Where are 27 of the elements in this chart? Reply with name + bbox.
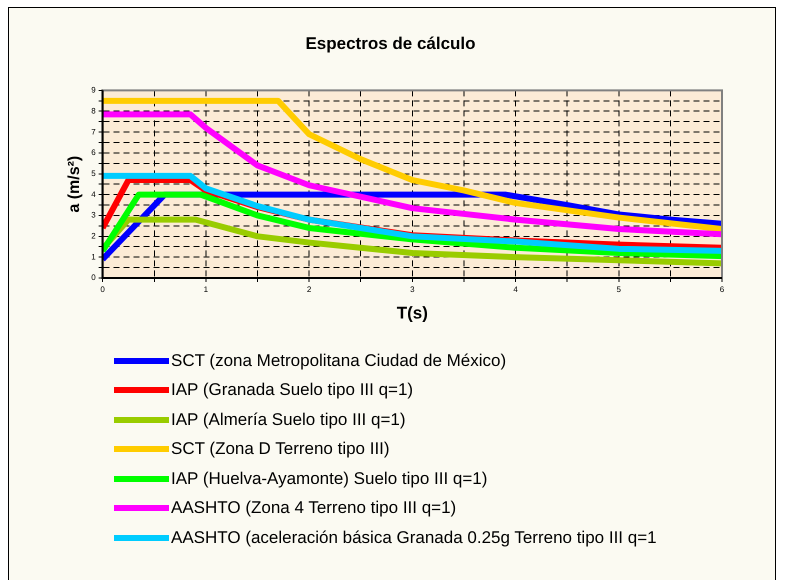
y-tick-label: 9 bbox=[91, 86, 96, 95]
y-axis-title: a (m/s²) bbox=[66, 156, 84, 213]
x-tick-label: 2 bbox=[306, 285, 312, 294]
x-tick-label: 4 bbox=[513, 285, 518, 294]
y-tick-label: 1 bbox=[91, 252, 96, 262]
x-tick-label: 1 bbox=[204, 285, 209, 294]
x-tick-label: 3 bbox=[410, 285, 416, 294]
y-tick-label: 2 bbox=[91, 232, 96, 241]
legend-label: SCT (zona Metropolitana Ciudad de México) bbox=[171, 350, 506, 371]
x-tick-label: 0 bbox=[100, 285, 106, 294]
legend-label: IAP (Granada Suelo tipo III q=1) bbox=[171, 380, 414, 400]
y-tick-label: 0 bbox=[91, 273, 96, 282]
y-tick-label: 5 bbox=[91, 168, 96, 178]
y-tick-label: 6 bbox=[91, 148, 96, 158]
legend-label: IAP (Huelva-Ayamonte) Suelo tipo III q=1) bbox=[171, 468, 488, 489]
y-tick-label: 7 bbox=[91, 127, 96, 136]
y-tick-label: 4 bbox=[91, 190, 96, 199]
y-tick-label: 3 bbox=[91, 210, 96, 220]
x-tick-label: 6 bbox=[720, 285, 725, 294]
chart-title: Espectros de cálculo bbox=[305, 34, 476, 53]
x-tick-label: 5 bbox=[616, 285, 622, 294]
x-axis-title: T(s) bbox=[396, 303, 428, 322]
legend-label: IAP (Almería Suelo tipo III q=1) bbox=[171, 410, 406, 430]
legend-label: SCT (Zona D Terreno tipo III) bbox=[171, 439, 390, 460]
legend-label: AASHTO (aceleración básica Granada 0.25g Terreno tipo III q=1 bbox=[171, 528, 657, 548]
legend-label: AASHTO (Zona 4 Terreno tipo III q=1) bbox=[171, 498, 456, 518]
y-tick-label: 8 bbox=[91, 106, 96, 116]
